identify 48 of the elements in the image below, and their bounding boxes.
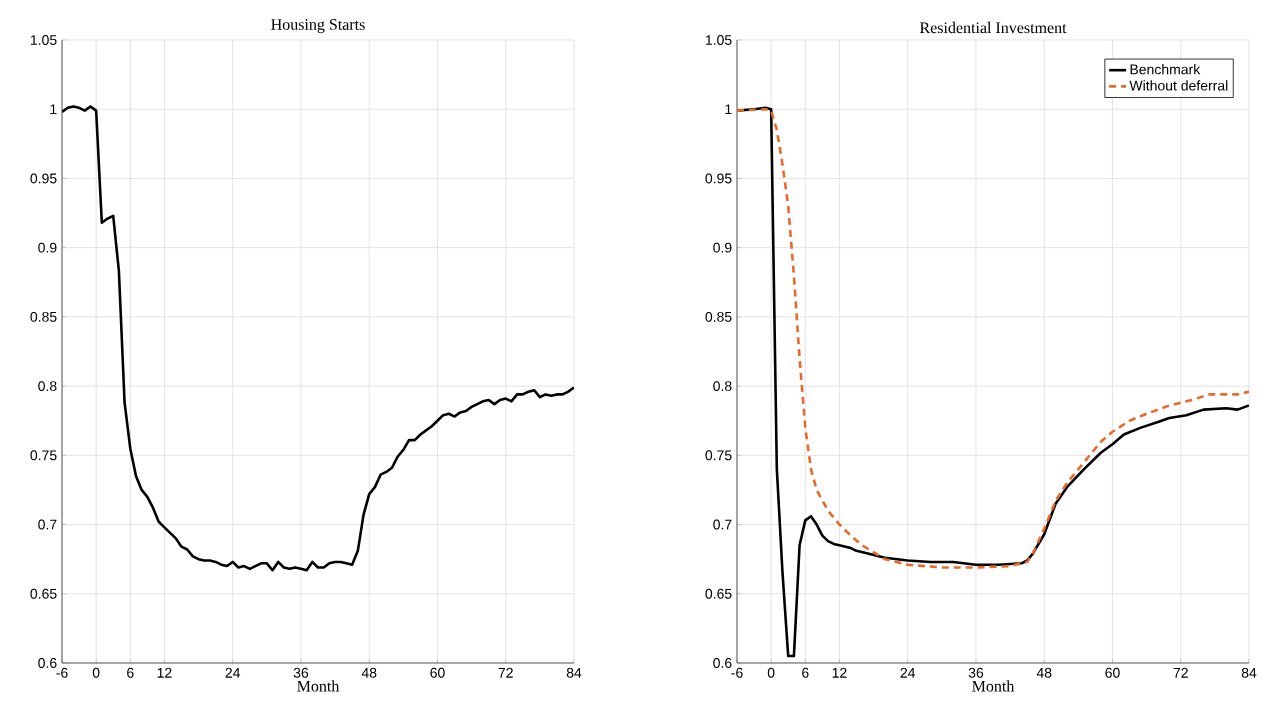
x-tick-label: 84 [1241, 667, 1257, 678]
chart-title: Housing Starts [271, 19, 365, 34]
y-tick-label: 0.6 [38, 658, 57, 668]
line-series [62, 105, 575, 572]
y-tick-label: 0.65 [30, 588, 57, 599]
x-tick-label: -6 [56, 667, 68, 678]
y-tick-label: 0.8 [713, 381, 732, 392]
legend-label: Without deferral [1129, 80, 1228, 91]
chart-title: Residential Investment [919, 21, 1067, 34]
x-tick-label: -6 [731, 667, 743, 678]
y-tick-label: 0.7 [713, 519, 732, 530]
x-tick-label: 0 [92, 667, 100, 678]
y-tick-label: 1 [725, 104, 732, 115]
y-tick-label: 1 [50, 104, 57, 115]
y-tick-label: 0.6 [713, 658, 732, 668]
x-tick-label: 36 [968, 667, 984, 678]
x-tick-label: 48 [361, 667, 377, 678]
legend-label: Benchmark [1130, 64, 1201, 75]
y-tick-label: 1.05 [705, 35, 732, 45]
x-tick-label: 48 [1036, 667, 1052, 678]
x-tick-label: 72 [1173, 667, 1188, 678]
x-tick-label: 6 [127, 667, 134, 678]
y-tick-label: 0.85 [705, 311, 732, 322]
x-axis-title: Month [972, 680, 1015, 692]
y-tick-label: 0.95 [705, 173, 732, 184]
x-tick-label: 60 [1105, 667, 1120, 678]
x-axis-title: Month [297, 680, 340, 692]
x-tick-label: 0 [767, 667, 775, 678]
y-tick-label: 0.7 [38, 519, 57, 530]
x-tick-label: 36 [293, 667, 309, 678]
x-tick-label: 84 [566, 667, 582, 678]
y-tick-label: 1.05 [30, 35, 57, 45]
y-tick-label: 0.8 [38, 381, 57, 392]
x-tick-label: 60 [430, 667, 445, 678]
y-tick-label: 0.9 [38, 242, 57, 253]
x-tick-label: 72 [498, 667, 513, 678]
x-tick-label: 12 [832, 667, 847, 678]
y-tick-label: 0.95 [30, 173, 57, 184]
y-tick-label: 0.9 [713, 242, 732, 253]
y-tick-label: 0.85 [30, 311, 57, 322]
line-series [737, 107, 1250, 569]
y-tick-label: 0.65 [705, 588, 732, 599]
y-tick-label: 0.75 [30, 450, 57, 461]
y-tick-label: 0.75 [705, 450, 732, 461]
x-tick-label: 24 [900, 667, 916, 678]
x-tick-label: 24 [225, 667, 241, 678]
x-tick-label: 12 [157, 667, 172, 678]
x-tick-label: 6 [802, 667, 809, 678]
